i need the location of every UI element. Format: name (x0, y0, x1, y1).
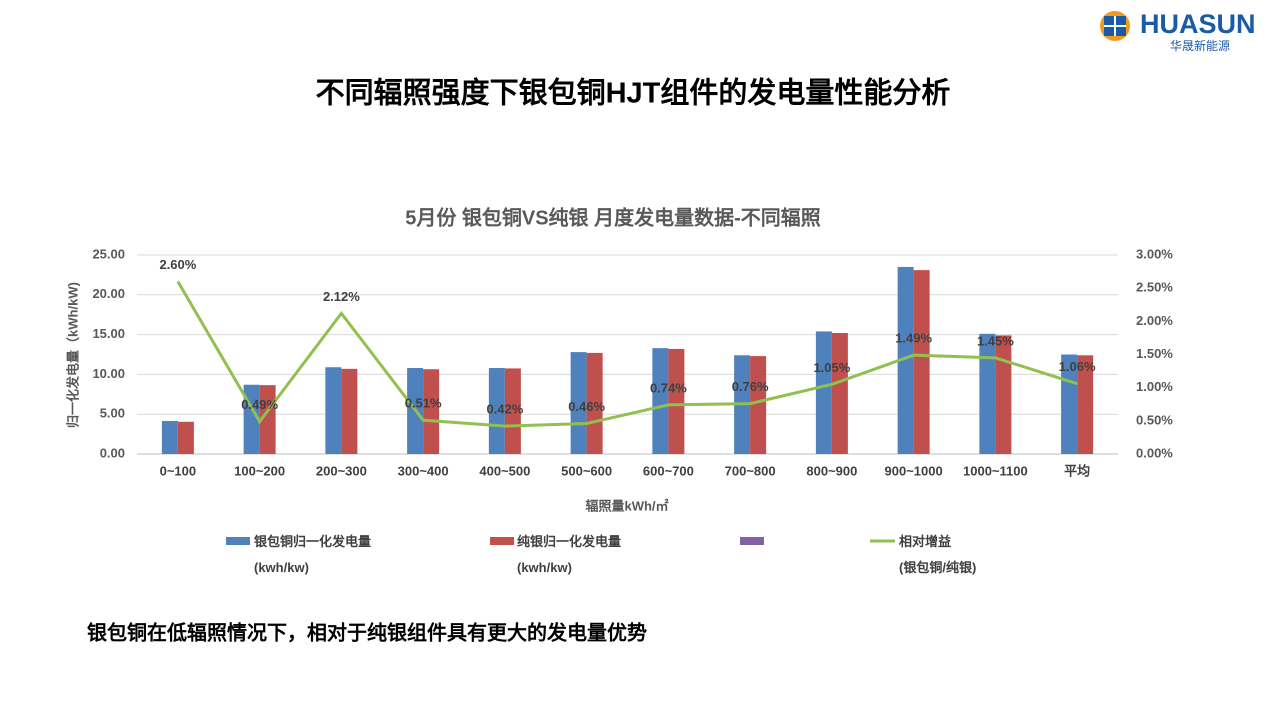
x-tick-label: 平均 (1064, 463, 1090, 478)
x-tick-label: 1000~1100 (963, 463, 1028, 478)
bar (831, 333, 848, 454)
legend-swatch (740, 537, 764, 545)
bar (325, 367, 342, 454)
data-label: 2.60% (159, 257, 196, 272)
bar (423, 369, 440, 454)
y2-tick-label: 1.00% (1136, 379, 1173, 394)
logo-name: HUASUN (1140, 9, 1256, 39)
x-tick-label: 700~800 (725, 463, 776, 478)
x-tick-label: 300~400 (398, 463, 449, 478)
data-label: 1.06% (1059, 359, 1096, 374)
bar (488, 368, 505, 454)
data-label: 0.76% (732, 379, 769, 394)
bar (979, 333, 996, 454)
y2-tick-label: 0.50% (1136, 412, 1173, 427)
legend-label: 银包铜归一化发电量 (kwh/kw) (254, 534, 372, 575)
slide-title: 不同辐照强度下银包铜HJT组件的发电量性能分析 (316, 76, 951, 110)
bar (815, 331, 832, 454)
bar (668, 348, 685, 454)
y-tick-label: 10.00 (92, 366, 125, 381)
data-label: 2.12% (323, 289, 360, 304)
y2-tick-label: 2.50% (1136, 280, 1173, 295)
bar (652, 348, 669, 454)
y-tick-label: 0.00 (100, 445, 125, 460)
bar (161, 420, 178, 454)
x-tick-label: 400~500 (479, 463, 530, 478)
legend-swatch (490, 537, 514, 545)
bar (995, 335, 1012, 454)
data-label: 0.49% (241, 397, 278, 412)
data-label: 1.05% (813, 360, 850, 375)
y-tick-label: 25.00 (92, 246, 125, 261)
x-tick-label: 600~700 (643, 463, 694, 478)
data-label: 1.45% (977, 333, 1014, 348)
legend-swatch (226, 537, 250, 545)
footer-text: 银包铜在低辐照情况下，相对于纯银组件具有更大的发电量优势 (87, 620, 647, 644)
y2-tick-label: 1.50% (1136, 346, 1173, 361)
line (176, 280, 1078, 428)
legend-label: 相对增益 (银包铜/纯银) (899, 534, 977, 575)
x-tick-label: 200~300 (316, 463, 367, 478)
bar (586, 352, 603, 454)
x-tick-label: 100~200 (234, 463, 285, 478)
y-tick-label: 20.00 (92, 286, 125, 301)
y2-tick-label: 3.00% (1136, 246, 1173, 261)
data-label: 0.74% (650, 380, 687, 395)
bar (1077, 355, 1094, 454)
bar (259, 385, 276, 454)
data-label: 1.49% (895, 331, 932, 346)
bar (341, 368, 358, 454)
bar (504, 368, 521, 454)
data-label: 0.46% (568, 399, 605, 414)
x-tick-label: 0~100 (160, 463, 197, 478)
y-axis-title: 归一化发电量（kWh/kW) (65, 282, 80, 428)
data-label: 0.51% (405, 396, 442, 411)
bar (913, 270, 930, 454)
y2-tick-label: 2.00% (1136, 313, 1173, 328)
logo-icon (1100, 11, 1130, 41)
bar (750, 356, 767, 454)
legend-label: 纯银归一化发电量 (kwh/kw) (517, 534, 622, 575)
x-tick-label: 800~900 (806, 463, 857, 478)
y-tick-label: 15.00 (92, 326, 125, 341)
chart-title: 5月份 银包铜VS纯银 月度发电量数据-不同辐照 (405, 205, 821, 229)
x-tick-label: 900~1000 (885, 463, 943, 478)
data-label: 0.42% (486, 402, 523, 417)
y-tick-label: 5.00 (100, 406, 125, 421)
x-tick-label: 500~600 (561, 463, 612, 478)
y2-tick-label: 0.00% (1136, 445, 1173, 460)
logo-subtitle: 华晟新能源 (1170, 38, 1230, 53)
bar (570, 352, 587, 454)
bar (177, 421, 194, 454)
bar (897, 266, 914, 454)
x-axis-title: 辐照量kWh/㎡ (585, 498, 668, 513)
